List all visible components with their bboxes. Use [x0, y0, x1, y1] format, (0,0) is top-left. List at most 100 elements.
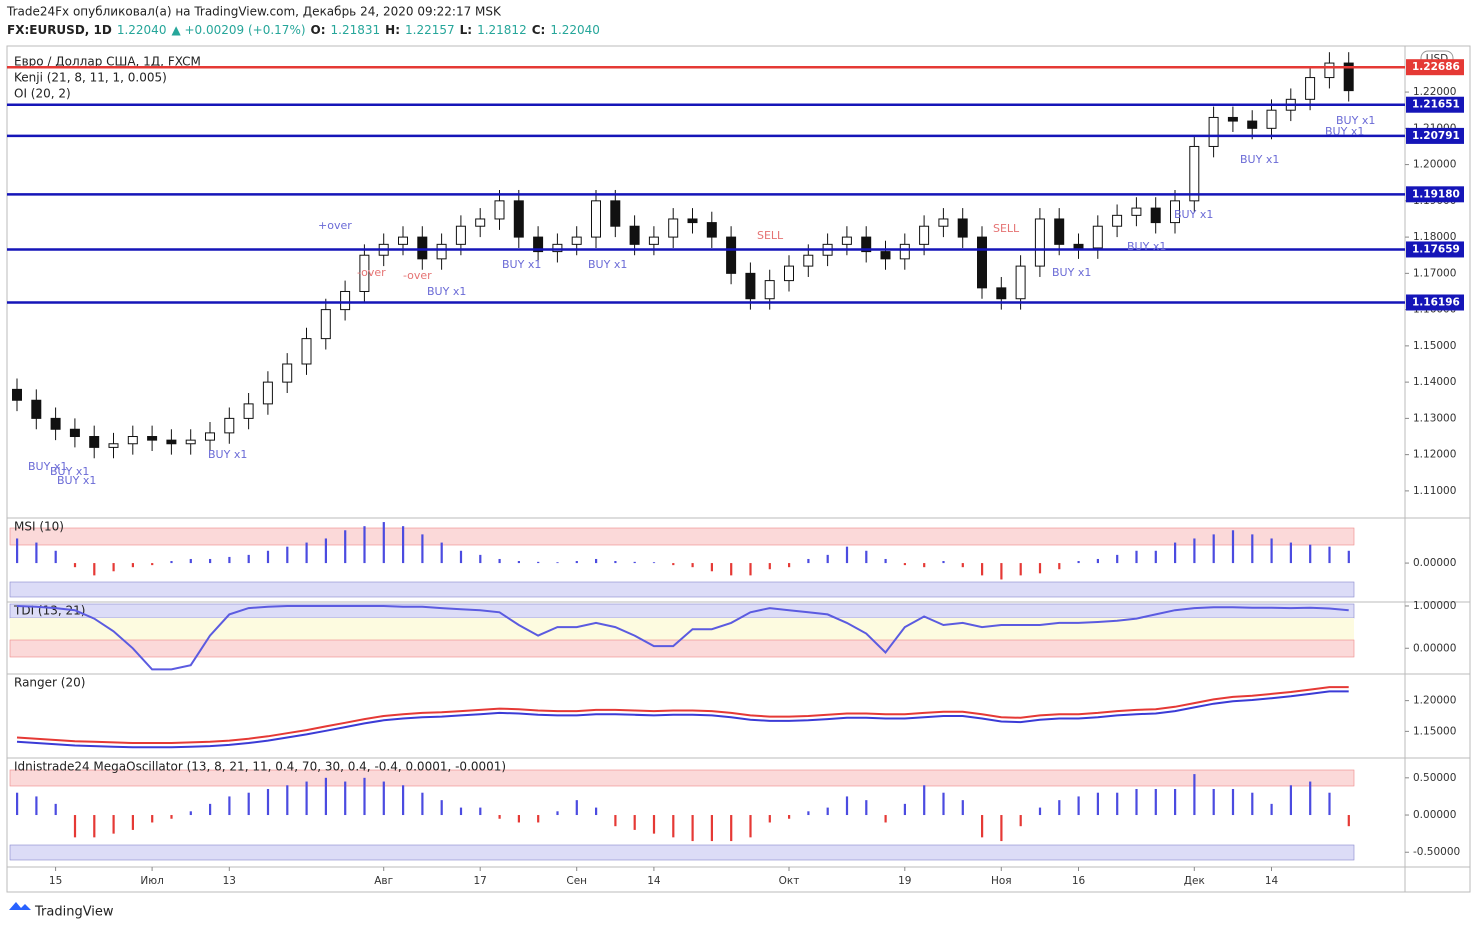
histogram-bar [652, 815, 656, 834]
histogram-bar [344, 781, 347, 816]
histogram-bar [826, 554, 829, 564]
candle-body [185, 439, 196, 445]
histogram-bar [1193, 774, 1196, 816]
candle-body [841, 236, 852, 245]
candle-body [359, 254, 370, 292]
histogram-bar [1309, 544, 1312, 564]
candle-body [996, 287, 1007, 300]
histogram-bar [1135, 788, 1138, 816]
quote-part: L: [460, 23, 472, 37]
indicator-line [16, 605, 1349, 671]
signal-annotation: BUY x1 [1127, 240, 1166, 253]
level-label: 1.20791 [1412, 130, 1460, 142]
candle-body [455, 225, 466, 245]
histogram-bar [479, 554, 482, 564]
level-label: 1.19180 [1412, 188, 1460, 200]
histogram-bar [189, 811, 192, 816]
candle-body [1073, 243, 1084, 249]
histogram-bar [1154, 788, 1157, 816]
indicator-line [16, 686, 1349, 744]
histogram-bar [807, 558, 810, 564]
histogram-bar [382, 522, 385, 564]
quote-part: FX:EURUSD, 1D [7, 23, 112, 37]
x-tick-label: 17 [474, 875, 487, 887]
histogram-bar [131, 563, 134, 568]
histogram-bar [845, 796, 849, 816]
y-tick-label: -0.50000 [1413, 846, 1460, 858]
histogram-bar [749, 563, 752, 576]
histogram-bar [170, 561, 173, 564]
histogram-bar [170, 815, 173, 819]
histogram-bar [923, 785, 926, 816]
histogram-bar [1193, 538, 1196, 564]
histogram-bar [537, 561, 540, 564]
signal-annotation: BUY x1 [28, 460, 67, 473]
quote-part: C: [532, 23, 546, 37]
histogram-bar [942, 561, 945, 564]
histogram-bar [93, 815, 96, 838]
histogram-bar [633, 561, 636, 564]
candle-body [706, 222, 717, 238]
histogram-bar [1328, 546, 1331, 564]
histogram-bar [1116, 792, 1119, 816]
pane-title: Ranger (20) [14, 676, 85, 690]
histogram-bar [459, 807, 463, 816]
histogram-bar [768, 563, 771, 570]
level-label-bg [1406, 241, 1464, 258]
histogram-bar [73, 815, 77, 838]
histogram-bar [537, 815, 540, 823]
level-label-bg [1406, 59, 1464, 76]
histogram-bar [788, 563, 791, 568]
candle-body [1189, 145, 1200, 202]
y-tick-label: 1.15000 [1413, 340, 1456, 352]
mega-lower-zone [9, 844, 1355, 861]
x-tick-label: Авг [374, 875, 393, 887]
x-tick-label: 15 [49, 875, 62, 887]
histogram-bar [1251, 534, 1254, 564]
histogram-bar [961, 563, 964, 568]
candle-body [1324, 62, 1335, 79]
histogram-bar [1096, 558, 1099, 564]
x-tick-label: Сен [566, 875, 587, 887]
histogram-bar [865, 800, 868, 816]
y-tick-label: 1.14000 [1413, 376, 1456, 388]
candle-body [648, 236, 659, 245]
histogram-bar [286, 546, 289, 564]
histogram-bar [54, 803, 57, 816]
histogram-bar [595, 558, 598, 564]
histogram-bar [344, 530, 347, 564]
histogram-bar [16, 538, 19, 564]
signal-annotation: BUY x1 [502, 258, 541, 271]
signal-annotation: BUY x1 [1174, 208, 1213, 221]
signal-annotation: BUY x1 [427, 285, 466, 298]
footer-brand: TradingView [34, 905, 114, 920]
quote-part: 1.21812 [477, 23, 527, 37]
histogram-bar [1038, 563, 1042, 574]
histogram-bar [730, 563, 733, 576]
histogram-bar [1174, 542, 1177, 564]
candle-body [282, 363, 293, 383]
histogram-bar [517, 815, 520, 823]
candle-body [533, 236, 544, 253]
publisher: Trade24Fx опубликовал(а) на TradingView.… [6, 5, 502, 19]
histogram-bar [1077, 561, 1080, 564]
quote-part: 1.22040 [550, 23, 600, 37]
histogram-bar [749, 815, 752, 838]
y-tick-label: 1.22000 [1413, 86, 1456, 98]
candle-body [320, 309, 331, 340]
histogram-bar [131, 815, 134, 830]
y-tick-label: 1.11000 [1413, 485, 1456, 497]
tdi-middle-zone [10, 618, 1354, 640]
candle-body [1343, 62, 1354, 92]
histogram-bar [1231, 788, 1235, 816]
candle-body [12, 388, 22, 401]
signal-annotation: BUY x1 [50, 465, 89, 478]
histogram-bar [1019, 563, 1022, 576]
candle-body [89, 436, 100, 448]
level-label-bg [1406, 186, 1464, 203]
histogram-bar [672, 815, 675, 838]
candle-body [745, 272, 756, 300]
quote-part: 1.22157 [405, 23, 455, 37]
